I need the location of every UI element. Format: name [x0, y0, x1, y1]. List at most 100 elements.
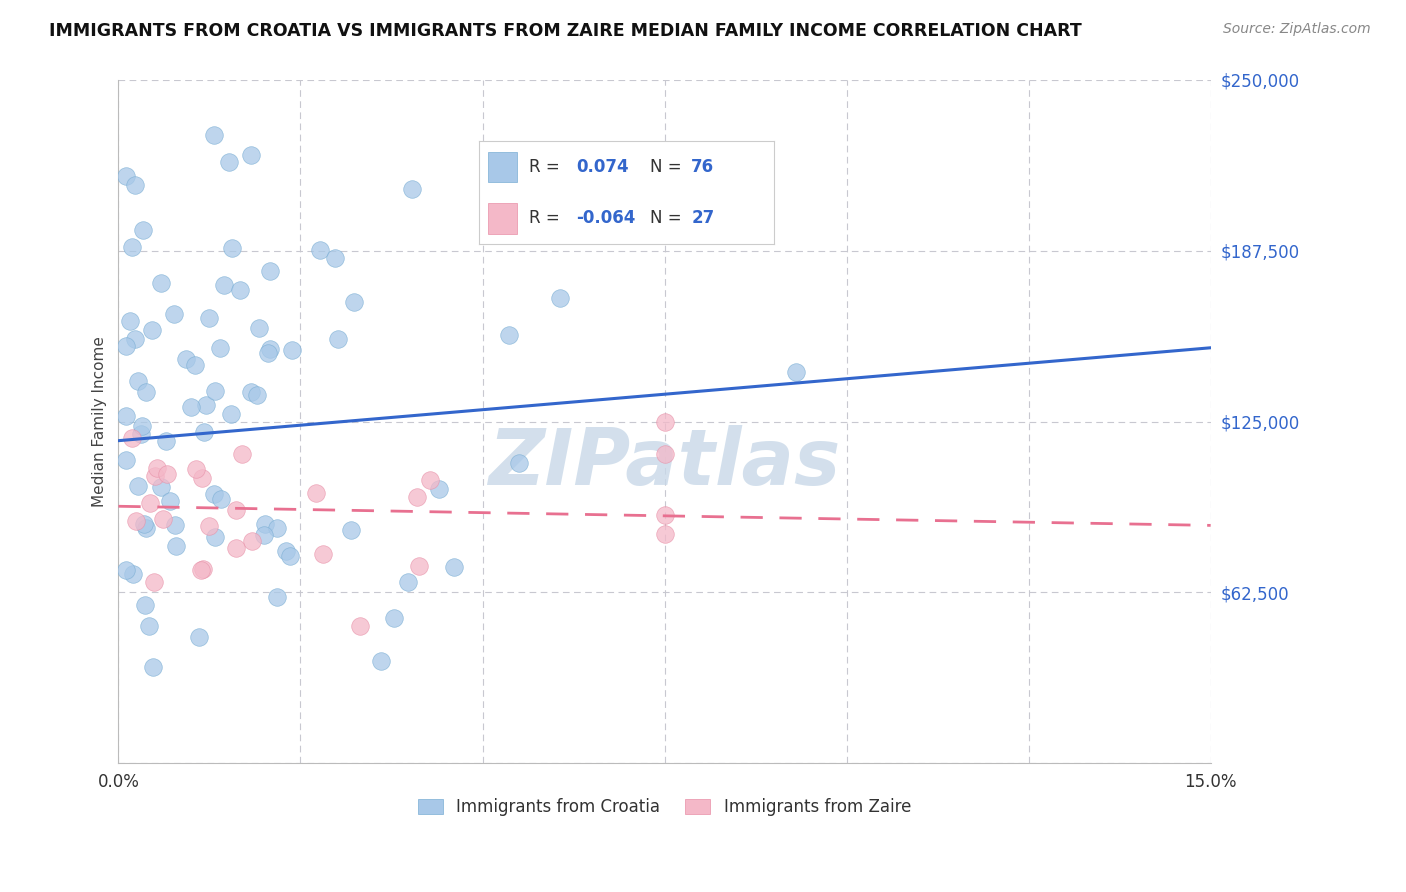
Point	[125, 514, 148, 528]
Point	[419, 473, 441, 487]
Y-axis label: Median Family Income: Median Family Income	[93, 336, 107, 507]
Point	[257, 346, 280, 360]
Point	[349, 619, 371, 633]
Point	[184, 462, 207, 476]
Point	[142, 660, 165, 674]
Point	[198, 519, 221, 533]
Point	[204, 531, 226, 545]
Point	[274, 544, 297, 558]
Point	[188, 631, 211, 645]
Legend: Immigrants from Croatia, Immigrants from Zaire: Immigrants from Croatia, Immigrants from…	[412, 792, 918, 823]
Point	[124, 333, 146, 347]
Point	[326, 332, 349, 346]
Point	[259, 343, 281, 357]
Point	[498, 327, 520, 342]
Point	[195, 398, 218, 412]
Point	[654, 415, 676, 429]
Point	[121, 240, 143, 254]
Point	[149, 276, 172, 290]
Point	[340, 524, 363, 538]
Point	[309, 243, 332, 257]
Point	[281, 343, 304, 357]
Point	[135, 384, 157, 399]
Point	[121, 566, 143, 581]
Point	[370, 655, 392, 669]
Point	[118, 313, 141, 327]
Point	[135, 521, 157, 535]
Point	[131, 418, 153, 433]
Point	[323, 251, 346, 265]
Point	[401, 182, 423, 196]
Point	[225, 503, 247, 517]
Point	[343, 294, 366, 309]
Point	[143, 574, 166, 589]
Point	[253, 517, 276, 532]
Point	[382, 611, 405, 625]
Point	[654, 447, 676, 461]
Point	[134, 517, 156, 532]
Point	[396, 575, 419, 590]
Point	[208, 341, 231, 355]
Point	[266, 520, 288, 534]
Point	[240, 534, 263, 549]
Point	[165, 539, 187, 553]
Point	[114, 339, 136, 353]
Point	[114, 563, 136, 577]
Point	[114, 452, 136, 467]
Point	[654, 526, 676, 541]
Point	[132, 223, 155, 237]
Point	[240, 385, 263, 400]
Point	[247, 321, 270, 335]
Text: Source: ZipAtlas.com: Source: ZipAtlas.com	[1223, 22, 1371, 37]
Point	[114, 409, 136, 424]
Point	[305, 486, 328, 500]
Point	[156, 467, 179, 481]
Point	[221, 241, 243, 255]
Point	[225, 541, 247, 555]
Point	[141, 323, 163, 337]
Point	[184, 359, 207, 373]
Point	[202, 128, 225, 142]
Text: IMMIGRANTS FROM CROATIA VS IMMIGRANTS FROM ZAIRE MEDIAN FAMILY INCOME CORRELATIO: IMMIGRANTS FROM CROATIA VS IMMIGRANTS FR…	[49, 22, 1083, 40]
Point	[149, 480, 172, 494]
Point	[209, 491, 232, 506]
Point	[162, 307, 184, 321]
Point	[231, 447, 253, 461]
Point	[785, 365, 807, 379]
Point	[193, 425, 215, 440]
Point	[218, 155, 240, 169]
Text: ZIPatlas: ZIPatlas	[488, 425, 841, 500]
Point	[312, 547, 335, 561]
Point	[155, 434, 177, 449]
Point	[124, 178, 146, 192]
Point	[427, 482, 450, 496]
Point	[198, 310, 221, 325]
Point	[191, 562, 214, 576]
Point	[253, 528, 276, 542]
Point	[408, 559, 430, 574]
Point	[219, 407, 242, 421]
Point	[278, 549, 301, 563]
Point	[159, 494, 181, 508]
Point	[240, 148, 263, 162]
Point	[165, 518, 187, 533]
Point	[202, 487, 225, 501]
Point	[174, 352, 197, 367]
Point	[228, 283, 250, 297]
Point	[654, 508, 676, 522]
Point	[191, 471, 214, 485]
Point	[266, 591, 288, 605]
Point	[114, 169, 136, 183]
Point	[180, 400, 202, 414]
Point	[508, 456, 530, 470]
Point	[121, 431, 143, 445]
Point	[405, 490, 427, 504]
Point	[138, 619, 160, 633]
Point	[548, 291, 571, 305]
Point	[443, 559, 465, 574]
Point	[127, 374, 149, 388]
Point	[127, 479, 149, 493]
Point	[139, 496, 162, 510]
Point	[259, 264, 281, 278]
Point	[190, 563, 212, 577]
